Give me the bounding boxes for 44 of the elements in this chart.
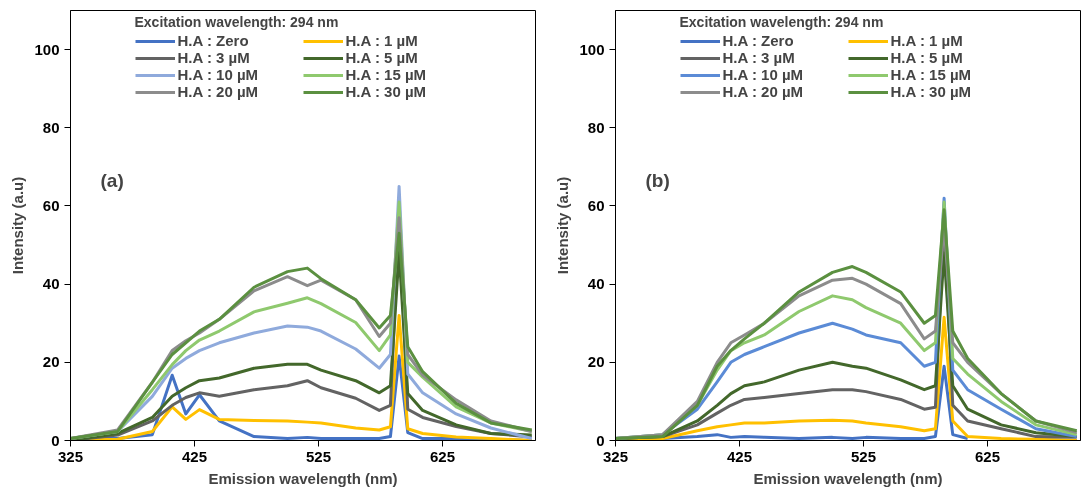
legend-label: H.A : 1 µM: [890, 32, 964, 49]
y-tick-label: 80: [587, 118, 605, 136]
x-tick-label: 625: [974, 447, 1001, 465]
y-tick-label: 40: [587, 275, 605, 293]
legend-label: H.A : 30 µM: [345, 83, 428, 100]
x-tick-label: 625: [429, 447, 456, 465]
legend-title: Excitation wavelength: 294 nm: [679, 14, 885, 30]
legend-label: H.A : 20 µM: [722, 83, 805, 100]
legend-label: H.A : 3 µM: [722, 49, 796, 66]
y-tick-label: 0: [51, 431, 60, 449]
x-tick-label: 425: [181, 447, 208, 465]
legend-label: H.A : 15 µM: [345, 66, 428, 83]
legend-label: H.A : 30 µM: [890, 83, 973, 100]
y-tick-label: 100: [34, 40, 60, 58]
y-tick-label: 60: [587, 196, 605, 214]
legend-title: Excitation wavelength: 294 nm: [134, 14, 340, 30]
legend-label: H.A : Zero: [177, 32, 250, 49]
x-tick-label: 525: [850, 447, 877, 465]
legend-label: H.A : Zero: [722, 32, 795, 49]
legend-label: H.A : 5 µM: [890, 49, 964, 66]
y-tick-label: 60: [42, 196, 60, 214]
x-tick-label: 525: [305, 447, 332, 465]
legend-label: H.A : 20 µM: [177, 83, 260, 100]
x-tick-label: 325: [602, 447, 629, 465]
y-tick-label: 100: [579, 40, 605, 58]
legend-label: H.A : 1 µM: [345, 32, 419, 49]
annotation: (b): [645, 169, 670, 191]
legend-label: H.A : 3 µM: [177, 49, 251, 66]
y-axis-title: Intensity (a.u): [9, 176, 27, 275]
y-tick-label: 20: [42, 353, 60, 371]
x-tick-label: 425: [726, 447, 753, 465]
legend-label: H.A : 5 µM: [345, 49, 419, 66]
y-tick-label: 40: [42, 275, 60, 293]
y-tick-label: 20: [587, 353, 605, 371]
legend-label: H.A : 15 µM: [890, 66, 973, 83]
legend-label: H.A : 10 µM: [177, 66, 260, 83]
legend-label: H.A : 10 µM: [722, 66, 805, 83]
y-tick-label: 0: [596, 431, 605, 449]
annotation: (a): [100, 169, 124, 191]
y-tick-label: 80: [42, 118, 60, 136]
x-tick-label: 325: [57, 447, 84, 465]
x-axis-title: Emission wavelength (nm): [753, 469, 943, 487]
x-axis-title: Emission wavelength (nm): [208, 469, 398, 487]
y-axis-title: Intensity (a.u): [554, 176, 572, 275]
